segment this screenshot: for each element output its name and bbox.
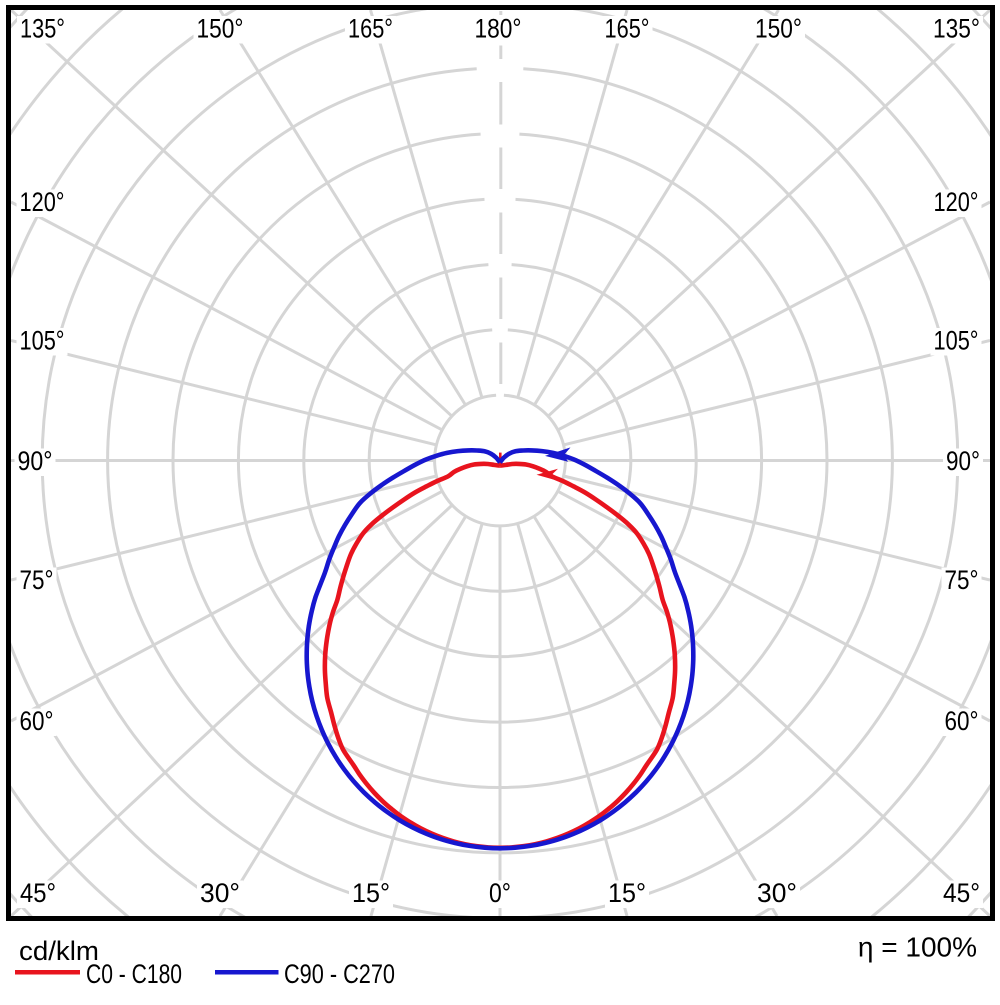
svg-text:135°: 135° [933, 14, 980, 44]
svg-text:165°: 165° [348, 14, 393, 44]
svg-text:135°: 135° [20, 14, 65, 44]
svg-text:90°: 90° [946, 446, 980, 476]
svg-text:45°: 45° [943, 878, 980, 908]
svg-text:105°: 105° [20, 326, 65, 356]
svg-text:C90 - C270: C90 - C270 [284, 959, 395, 989]
svg-text:0°: 0° [489, 878, 511, 908]
svg-text:30°: 30° [757, 878, 797, 908]
svg-text:150°: 150° [755, 14, 802, 44]
svg-text:30°: 30° [200, 878, 240, 908]
svg-text:C0 - C180: C0 - C180 [86, 959, 182, 989]
svg-text:120°: 120° [20, 187, 65, 217]
svg-text:180°: 180° [475, 14, 522, 44]
svg-text:45°: 45° [20, 878, 56, 908]
svg-text:60°: 60° [945, 706, 979, 736]
svg-text:75°: 75° [20, 565, 54, 595]
svg-text:η = 100%: η = 100% [858, 932, 977, 963]
svg-text:150°: 150° [197, 14, 244, 44]
svg-text:cd/klm: cd/klm [19, 936, 99, 966]
svg-text:15°: 15° [352, 878, 390, 908]
svg-text:60°: 60° [20, 706, 54, 736]
svg-text:15°: 15° [608, 878, 646, 908]
svg-text:120°: 120° [934, 187, 979, 217]
svg-text:90°: 90° [18, 446, 53, 476]
svg-text:75°: 75° [945, 565, 979, 595]
svg-text:105°: 105° [934, 326, 979, 356]
svg-text:165°: 165° [605, 14, 650, 44]
